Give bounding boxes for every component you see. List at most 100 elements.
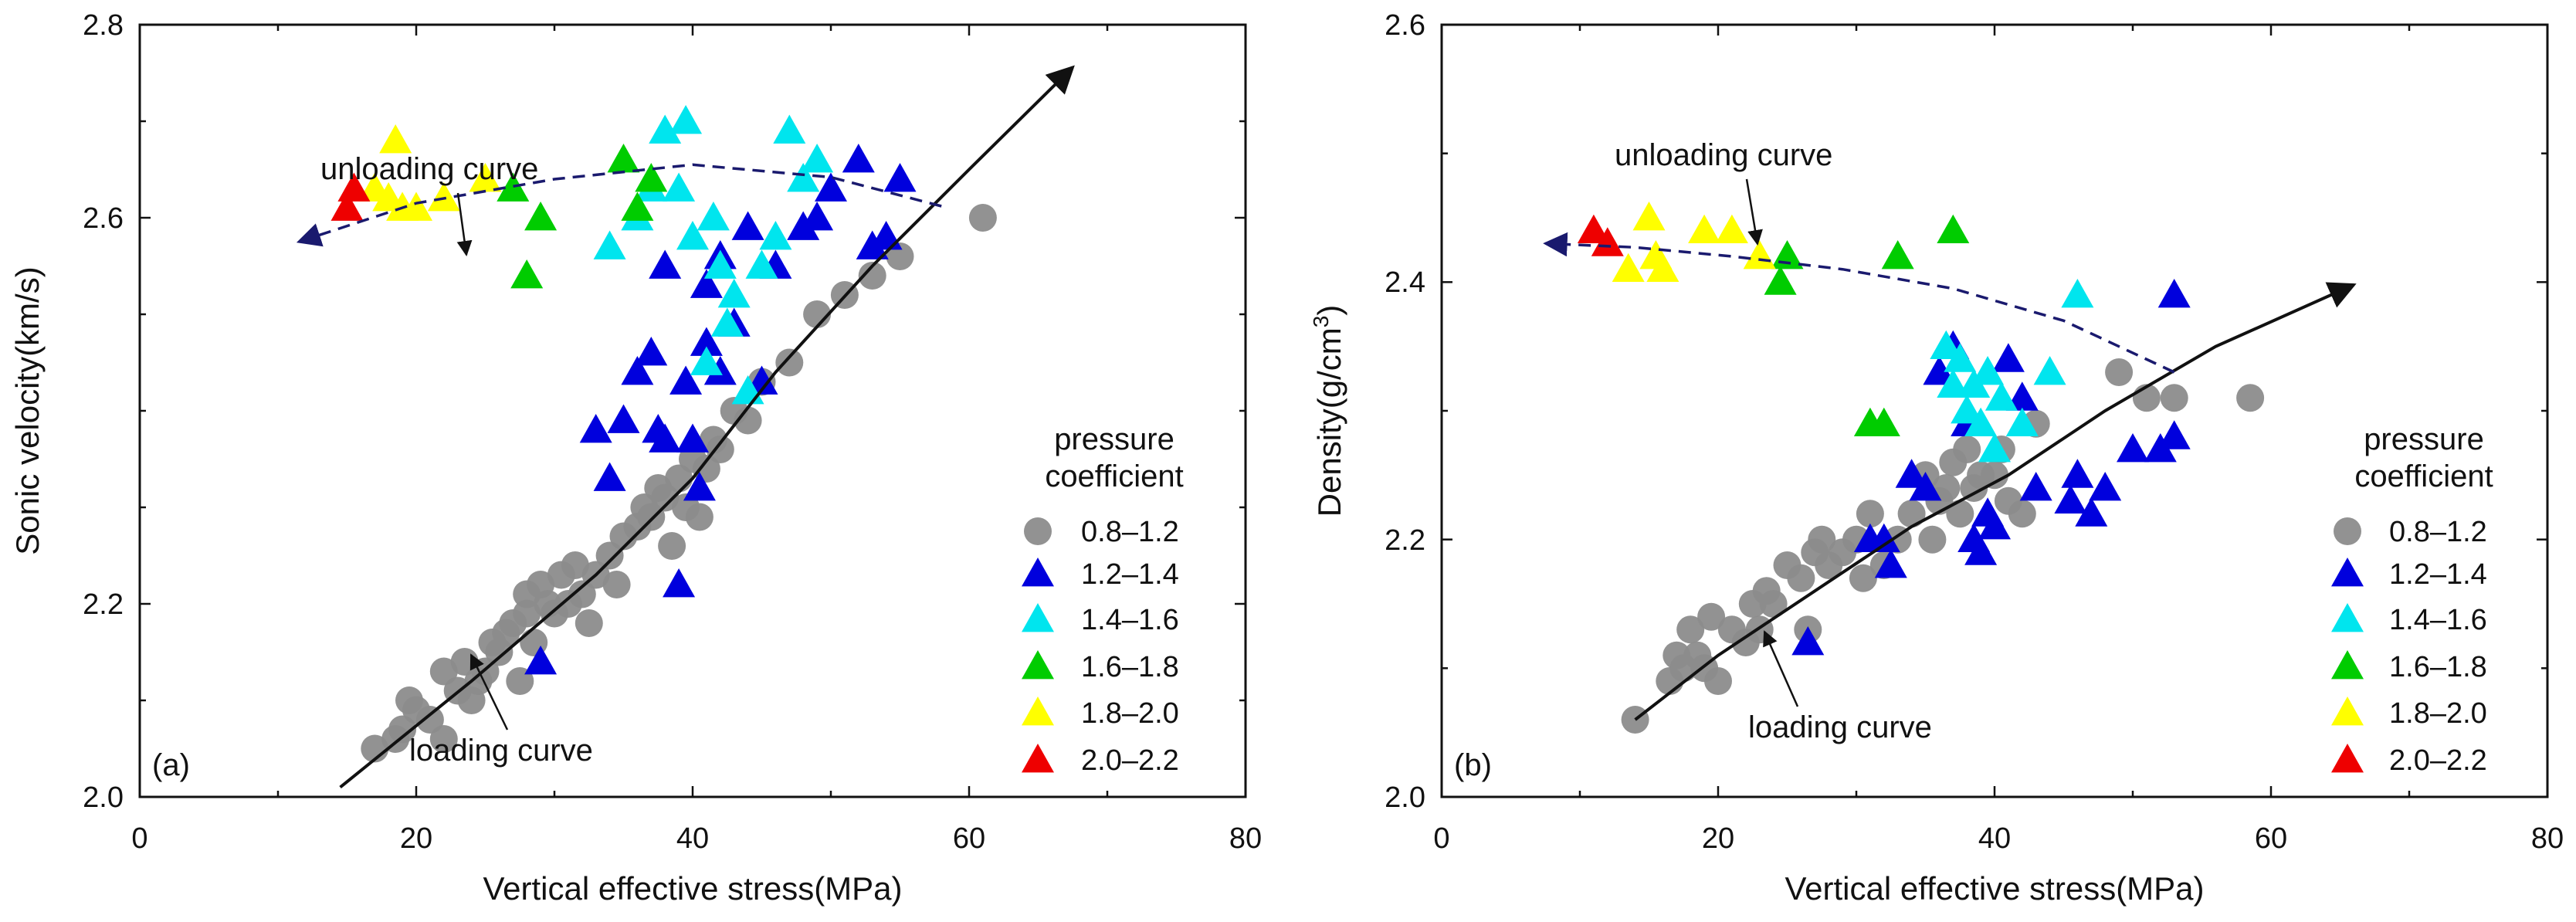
panel-b-unloading-curve [1543,232,2175,374]
point-1.2-1.4 [1895,459,1928,488]
point-1.8-2.0 [1715,214,1748,243]
point-1.2-1.4 [1978,510,2011,540]
point-1.8-2.0 [1632,202,1666,231]
point-1.2-1.4 [2054,484,2087,514]
panel-b-plot-frame [1440,23,2549,798]
panel-b-loading-label: loading curve [1748,710,1932,744]
point-0.8-1.2 [637,503,666,531]
point-1.8-2.0 [400,192,432,221]
point-0.8-1.2 [775,348,804,377]
point-0.8-1.2 [685,503,713,531]
legend-entry-label: 1.8–2.0 [1081,697,1179,730]
panel-b-unloading-label: unloading curve [1615,138,1832,172]
point-1.4-1.6 [2005,407,2039,436]
point-1.2-1.4 [579,414,612,443]
legend-marker-1.6-1.8 [1022,650,1054,680]
legend-entry-label: 1.2–1.4 [2389,558,2487,591]
point-1.6-1.8 [607,144,640,173]
point-1.8-2.0 [1646,253,1679,282]
point-1.2-1.4 [1991,343,2025,372]
point-1.6-1.8 [497,172,530,202]
legend: pressure coefficient 0.8–1.2 1.2–1.4 1.4… [2331,422,2493,777]
panel-a-label: (a) [152,748,190,782]
point-1.2-1.4 [731,211,764,240]
point-1.2-1.4 [649,423,682,453]
point-1.2-1.4 [703,356,737,385]
point-1.2-1.4 [690,269,723,298]
legend-title: pressure [1054,422,1174,456]
panel-b-label: (b) [1454,748,1492,782]
point-0.8-1.2 [2236,384,2265,412]
point-1.2-1.4 [2061,459,2094,488]
panel-a-marks [296,65,1075,789]
point-2.0-2.2 [1591,227,1624,256]
panel-b-x-axis-title: Vertical effective stress(MPa) [1785,870,2204,907]
point-1.4-1.6 [1951,395,1984,424]
legend-marker-1.2-1.4 [1022,558,1054,587]
panel-a-ytick-label: 2.6 [83,202,124,235]
panel-a-x-axis-title: Vertical effective stress(MPa) [483,870,902,907]
point-1.2-1.4 [1874,549,1907,578]
point-1.6-1.8 [510,259,544,289]
point-0.8-1.2 [1981,461,2008,490]
panel-a-legend-markers [1022,517,1054,773]
point-1.2-1.4 [676,423,709,453]
point-1.2-1.4 [1923,356,1956,385]
point-0.8-1.2 [388,715,417,744]
point-0.8-1.2 [1918,525,1947,554]
legend-entry-label: 1.4–1.6 [1081,604,1179,636]
point-1.4-1.6 [710,307,744,337]
point-1.2-1.4 [2157,420,2191,449]
point-1.6-1.8 [635,163,668,192]
point-2.0-2.2 [330,192,364,221]
point-0.8-1.2 [429,657,458,686]
panel-a-ticks [138,23,1247,798]
point-0.8-1.2 [602,571,631,598]
point-1.4-1.6 [690,346,723,375]
point-1.2-1.4 [1909,472,1942,501]
legend-entry-label: 1.6–1.8 [1081,651,1179,683]
point-1.2-1.4 [690,327,723,356]
point-1.4-1.6 [669,105,703,134]
point-0.8-1.2 [429,725,458,753]
point-2.0-2.2 [1577,214,1610,243]
panel-b-unloading-pointer [1745,178,1763,246]
point-1.2-1.4 [1791,626,1825,656]
point-1.2-1.4 [2005,381,2039,411]
point-1.2-1.4 [2019,472,2052,501]
panel-a-loading-pointer [469,653,509,730]
point-1.8-2.0 [379,124,412,154]
panel-a-xtick-label: 80 [1229,822,1262,855]
legend-marker-1.2-1.4 [2331,558,2364,587]
point-1.2-1.4 [607,404,640,433]
legend-title: coefficient [2354,459,2493,493]
panel-b-xtick-label: 40 [1978,822,2011,855]
point-1.2-1.4 [801,202,834,231]
point-2.0-2.2 [337,172,371,202]
panel-a-ytick-label: 2.8 [83,9,124,42]
point-0.8-1.2 [858,262,886,290]
legend-entry-label: 1.4–1.6 [2389,604,2487,636]
point-1.2-1.4 [1964,536,1998,565]
legend-marker-2.0-2.2 [1022,744,1054,773]
point-1.2-1.4 [524,646,558,675]
point-1.4-1.6 [593,230,626,259]
point-1.2-1.4 [2075,497,2108,527]
point-1.2-1.4 [649,249,682,279]
point-1.8-2.0 [1743,240,1776,269]
point-0.8-1.2 [575,609,603,637]
panel-a-unloading-curve [296,163,942,247]
point-0.8-1.2 [2008,500,2036,528]
legend-entry-label: 1.6–1.8 [2389,651,2487,683]
point-0.8-1.2 [513,599,541,628]
point-1.2-1.4 [663,568,696,598]
point-1.6-1.8 [621,192,654,221]
panel-b-marks [1543,202,2357,734]
panel-b-ytick-label: 2.2 [1385,524,1425,557]
point-1.2-1.4 [883,163,917,192]
panel-a-plot-frame [138,23,1247,798]
point-1.4-1.6 [663,172,696,202]
panel-b-y-axis-title-sup: 3 [1309,316,1333,328]
point-1.4-1.6 [1944,343,1977,372]
legend-marker-1.8-2.0 [1022,697,1054,726]
